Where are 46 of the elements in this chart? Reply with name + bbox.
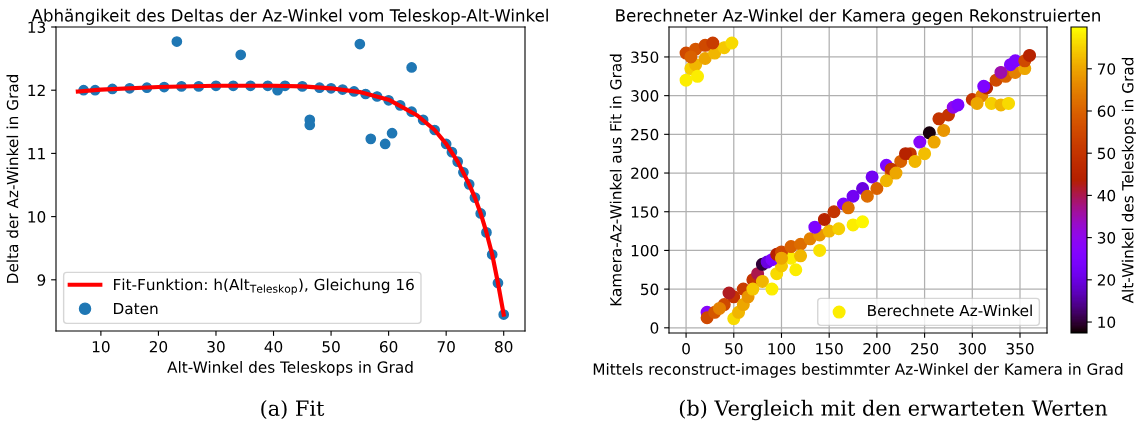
x-axis-title: Mittels reconstruct-images bestimmter Az-Winkel der Kamera in Grad: [593, 363, 1123, 378]
legend-label: Daten: [114, 302, 158, 315]
x-tick-label: 40: [264, 340, 283, 353]
x-tick-label: 10: [92, 340, 110, 353]
x-tick-label: 300: [958, 342, 986, 355]
y-tick-label: 11: [28, 148, 45, 160]
x-tick-label: 70: [437, 340, 455, 353]
y-tick-label: 50: [641, 283, 659, 296]
chart-title: Berechneter Az-Winkel der Kamera gegen Rekonstruierten: [616, 8, 1100, 25]
y-tick-label: 150: [631, 206, 659, 218]
x-tick-label: 150: [816, 342, 843, 355]
text: (b) Vergleich mit den erwarteten Werten: [679, 399, 1108, 421]
y-axis-title: Delta der Az-Winkel in Grad: [6, 75, 19, 283]
color-bar-label: 70: [1097, 63, 1116, 75]
x-tick-label: 80: [495, 340, 513, 353]
y-tick-label: 200: [631, 167, 659, 180]
x-tick-label: 0: [682, 342, 690, 355]
y-tick-label: 10: [28, 211, 46, 223]
legend-label: Berechnete Az-Winkel: [868, 304, 1032, 317]
y-tick-label: 350: [631, 51, 659, 63]
color-bar-label: 20: [1097, 274, 1116, 286]
y-axis-title: Kamera-Az-Winkel aus Fit in Grad: [609, 54, 622, 306]
color-bar-label: 40: [1097, 189, 1116, 202]
color-bar-label: 50: [1097, 147, 1116, 160]
color-bar-label: 60: [1097, 105, 1116, 118]
text: (a) Fit: [261, 399, 325, 419]
y-tick-label: 12: [28, 84, 45, 97]
x-tick-label: 60: [379, 340, 398, 353]
color-bar-title: Alt-Winkel des Teleskops in Grad: [1121, 57, 1136, 304]
x-tick-label: 20: [149, 340, 168, 353]
x-tick-label: 50: [725, 342, 743, 355]
x-tick-label: 250: [911, 342, 939, 355]
y-tick-label: 250: [631, 128, 659, 141]
color-bar-label: 30: [1097, 232, 1116, 244]
y-tick-label: 0: [650, 322, 659, 334]
legend-label: Fit-Funktion: h(Alt$_{Teleskop}$), Gleichung 16: [114, 278, 414, 295]
x-tick-label: 100: [768, 342, 796, 355]
x-tick-label: 30: [207, 340, 225, 353]
x-axis-title: Alt-Winkel des Teleskops in Grad: [167, 361, 413, 376]
color-bar-label: 10: [1098, 316, 1116, 329]
y-tick-label: 300: [631, 90, 659, 102]
x-tick-label: 50: [322, 340, 340, 353]
y-tick-label: 100: [631, 244, 659, 257]
y-tick-label: 9: [37, 274, 46, 286]
x-tick-label: 350: [1006, 342, 1034, 355]
x-tick-label: 200: [863, 342, 891, 355]
